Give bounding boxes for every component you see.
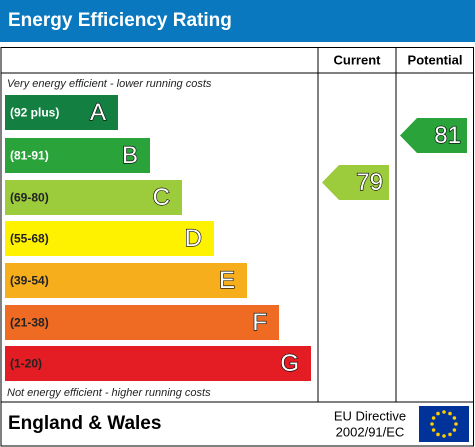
band-range: (92 plus) — [10, 106, 59, 120]
region: England & Wales — [8, 413, 161, 434]
flag-star — [436, 411, 440, 416]
band-bar — [5, 305, 279, 340]
band-range: (81-91) — [10, 149, 49, 163]
flag-star — [448, 411, 452, 416]
flag-star — [430, 422, 434, 426]
flag-star — [442, 410, 446, 414]
band-bar — [5, 138, 150, 173]
flag-star — [431, 428, 436, 432]
band-bar — [5, 180, 182, 215]
band-range: (55-68) — [10, 232, 49, 246]
band-bar — [5, 263, 247, 298]
flag-star — [452, 428, 457, 432]
flag-star — [436, 432, 440, 437]
top-note: Very energy efficient - lower running co… — [7, 78, 212, 90]
directive: EU Directive — [334, 408, 406, 423]
band-letter: G — [280, 350, 299, 377]
eu-flag — [419, 406, 469, 442]
band-letter: A — [90, 99, 106, 126]
rating-value: 79 — [356, 169, 383, 196]
bottom-note: Not energy efficient - higher running co… — [7, 387, 211, 399]
flag-star — [448, 432, 452, 437]
rating-arrow — [322, 165, 389, 200]
flag-star — [454, 422, 458, 426]
band-letter: C — [153, 184, 170, 211]
band-bar — [5, 221, 214, 256]
band-bar — [5, 95, 118, 130]
band-letter: E — [219, 267, 235, 294]
flag-star — [452, 416, 457, 420]
band-range: (21-38) — [10, 316, 49, 330]
title-bar — [0, 0, 475, 42]
flag-star — [442, 434, 446, 438]
band-letter: B — [122, 142, 138, 169]
band-range: (69-80) — [10, 191, 49, 205]
title: Energy Efficiency Rating — [8, 10, 232, 31]
band-letter: D — [185, 225, 202, 252]
band-range: (1-20) — [10, 357, 42, 371]
rating-value: 81 — [434, 122, 461, 149]
rating-arrow — [400, 118, 467, 153]
flag-star — [431, 416, 436, 420]
column-header: Potential — [408, 52, 463, 67]
directive: 2002/91/EC — [336, 424, 405, 439]
band-letter: F — [252, 309, 267, 336]
band-bar — [5, 346, 311, 381]
frame — [0, 47, 474, 447]
column-header: Current — [334, 52, 382, 67]
band-range: (39-54) — [10, 274, 49, 288]
